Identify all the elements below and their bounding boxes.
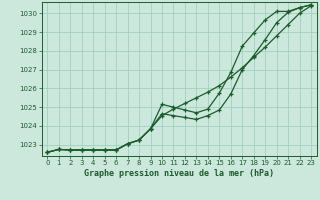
X-axis label: Graphe pression niveau de la mer (hPa): Graphe pression niveau de la mer (hPa): [84, 169, 274, 178]
